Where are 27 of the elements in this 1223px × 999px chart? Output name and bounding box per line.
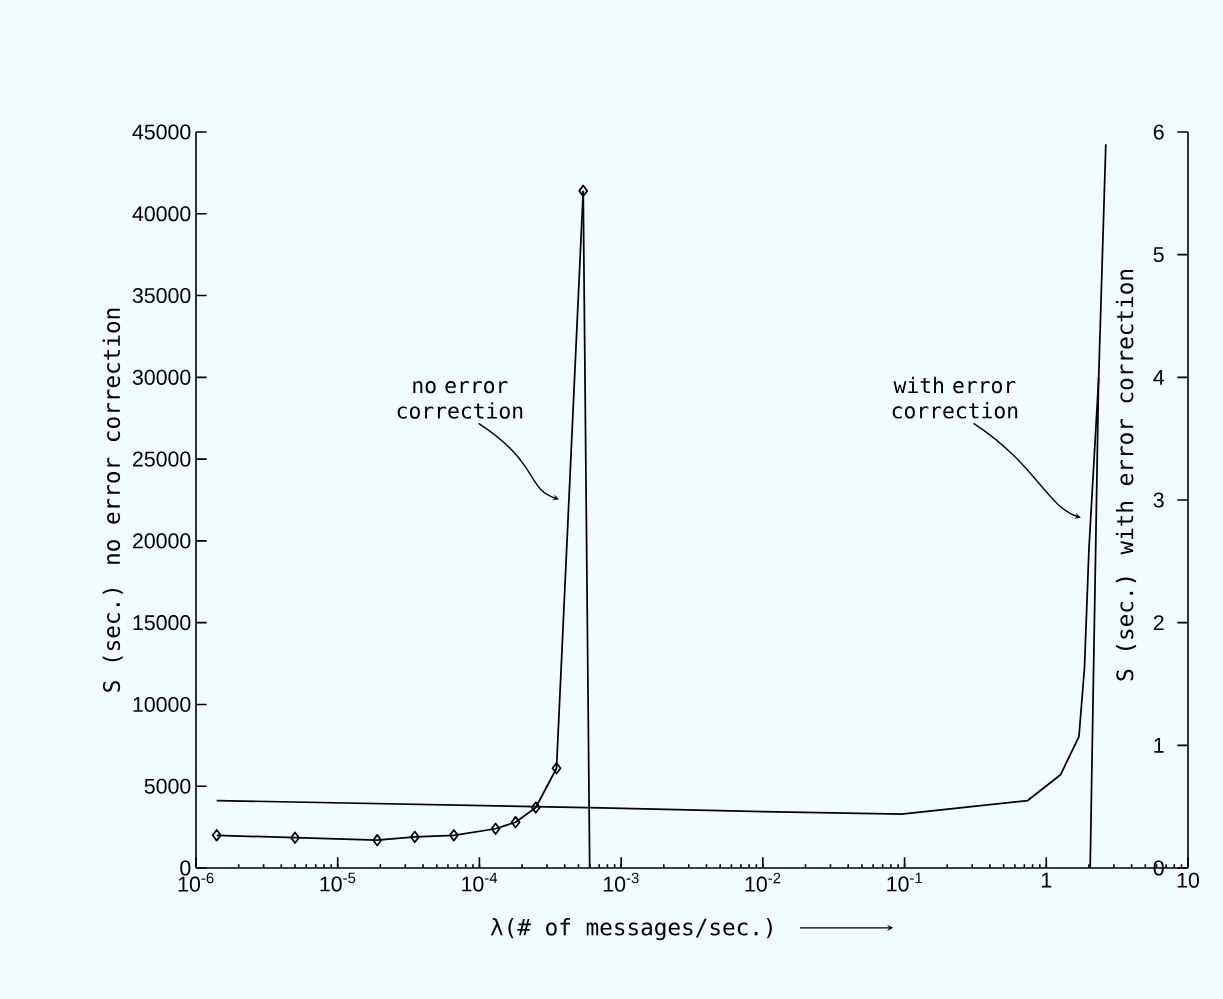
y-tick-label: 15000 [133, 615, 191, 631]
y2-tick-label: 3 [1153, 492, 1164, 508]
y2-tick-label: 4 [1153, 369, 1164, 385]
y2-tick-label: 5 [1153, 247, 1164, 263]
x-tick-label: 10 [1177, 872, 1200, 888]
x-tick-label: 10$^{-3}$ [603, 872, 639, 892]
y-tick-label: 10000 [133, 696, 191, 712]
y-axis-title: S (sec.) no error correction [102, 308, 123, 692]
y2-tick-label: 2 [1153, 615, 1164, 631]
y-tick-label: 5000 [144, 778, 191, 794]
x-tick-label: 1 [1041, 872, 1052, 888]
y-tick-label: 45000 [132, 124, 191, 140]
y-tick-label: 25000 [133, 451, 191, 467]
x-tick-label: 10$^{-2}$ [745, 872, 781, 892]
x-tick-label: 10$^{-5}$ [320, 872, 356, 892]
annotation: no error correction [397, 381, 523, 419]
x-tick-label: 10$^{-1}$ [887, 872, 923, 892]
x-axis-title: λ(# of messages/sec.) [490, 918, 772, 941]
y-tick-label: 35000 [132, 288, 191, 304]
y-tick-label: 20000 [133, 533, 191, 549]
y-tick-label: 40000 [132, 206, 191, 222]
y2-axis-title: S (sec.) with error correction [1115, 270, 1137, 681]
x-tick-label: 10$^{-4}$ [462, 872, 498, 892]
annotation: with error correction [892, 376, 1018, 419]
y2-tick-label: 1 [1154, 737, 1164, 753]
y-tick-label: 30000 [132, 369, 191, 385]
y2-tick-label: 6 [1153, 124, 1164, 140]
